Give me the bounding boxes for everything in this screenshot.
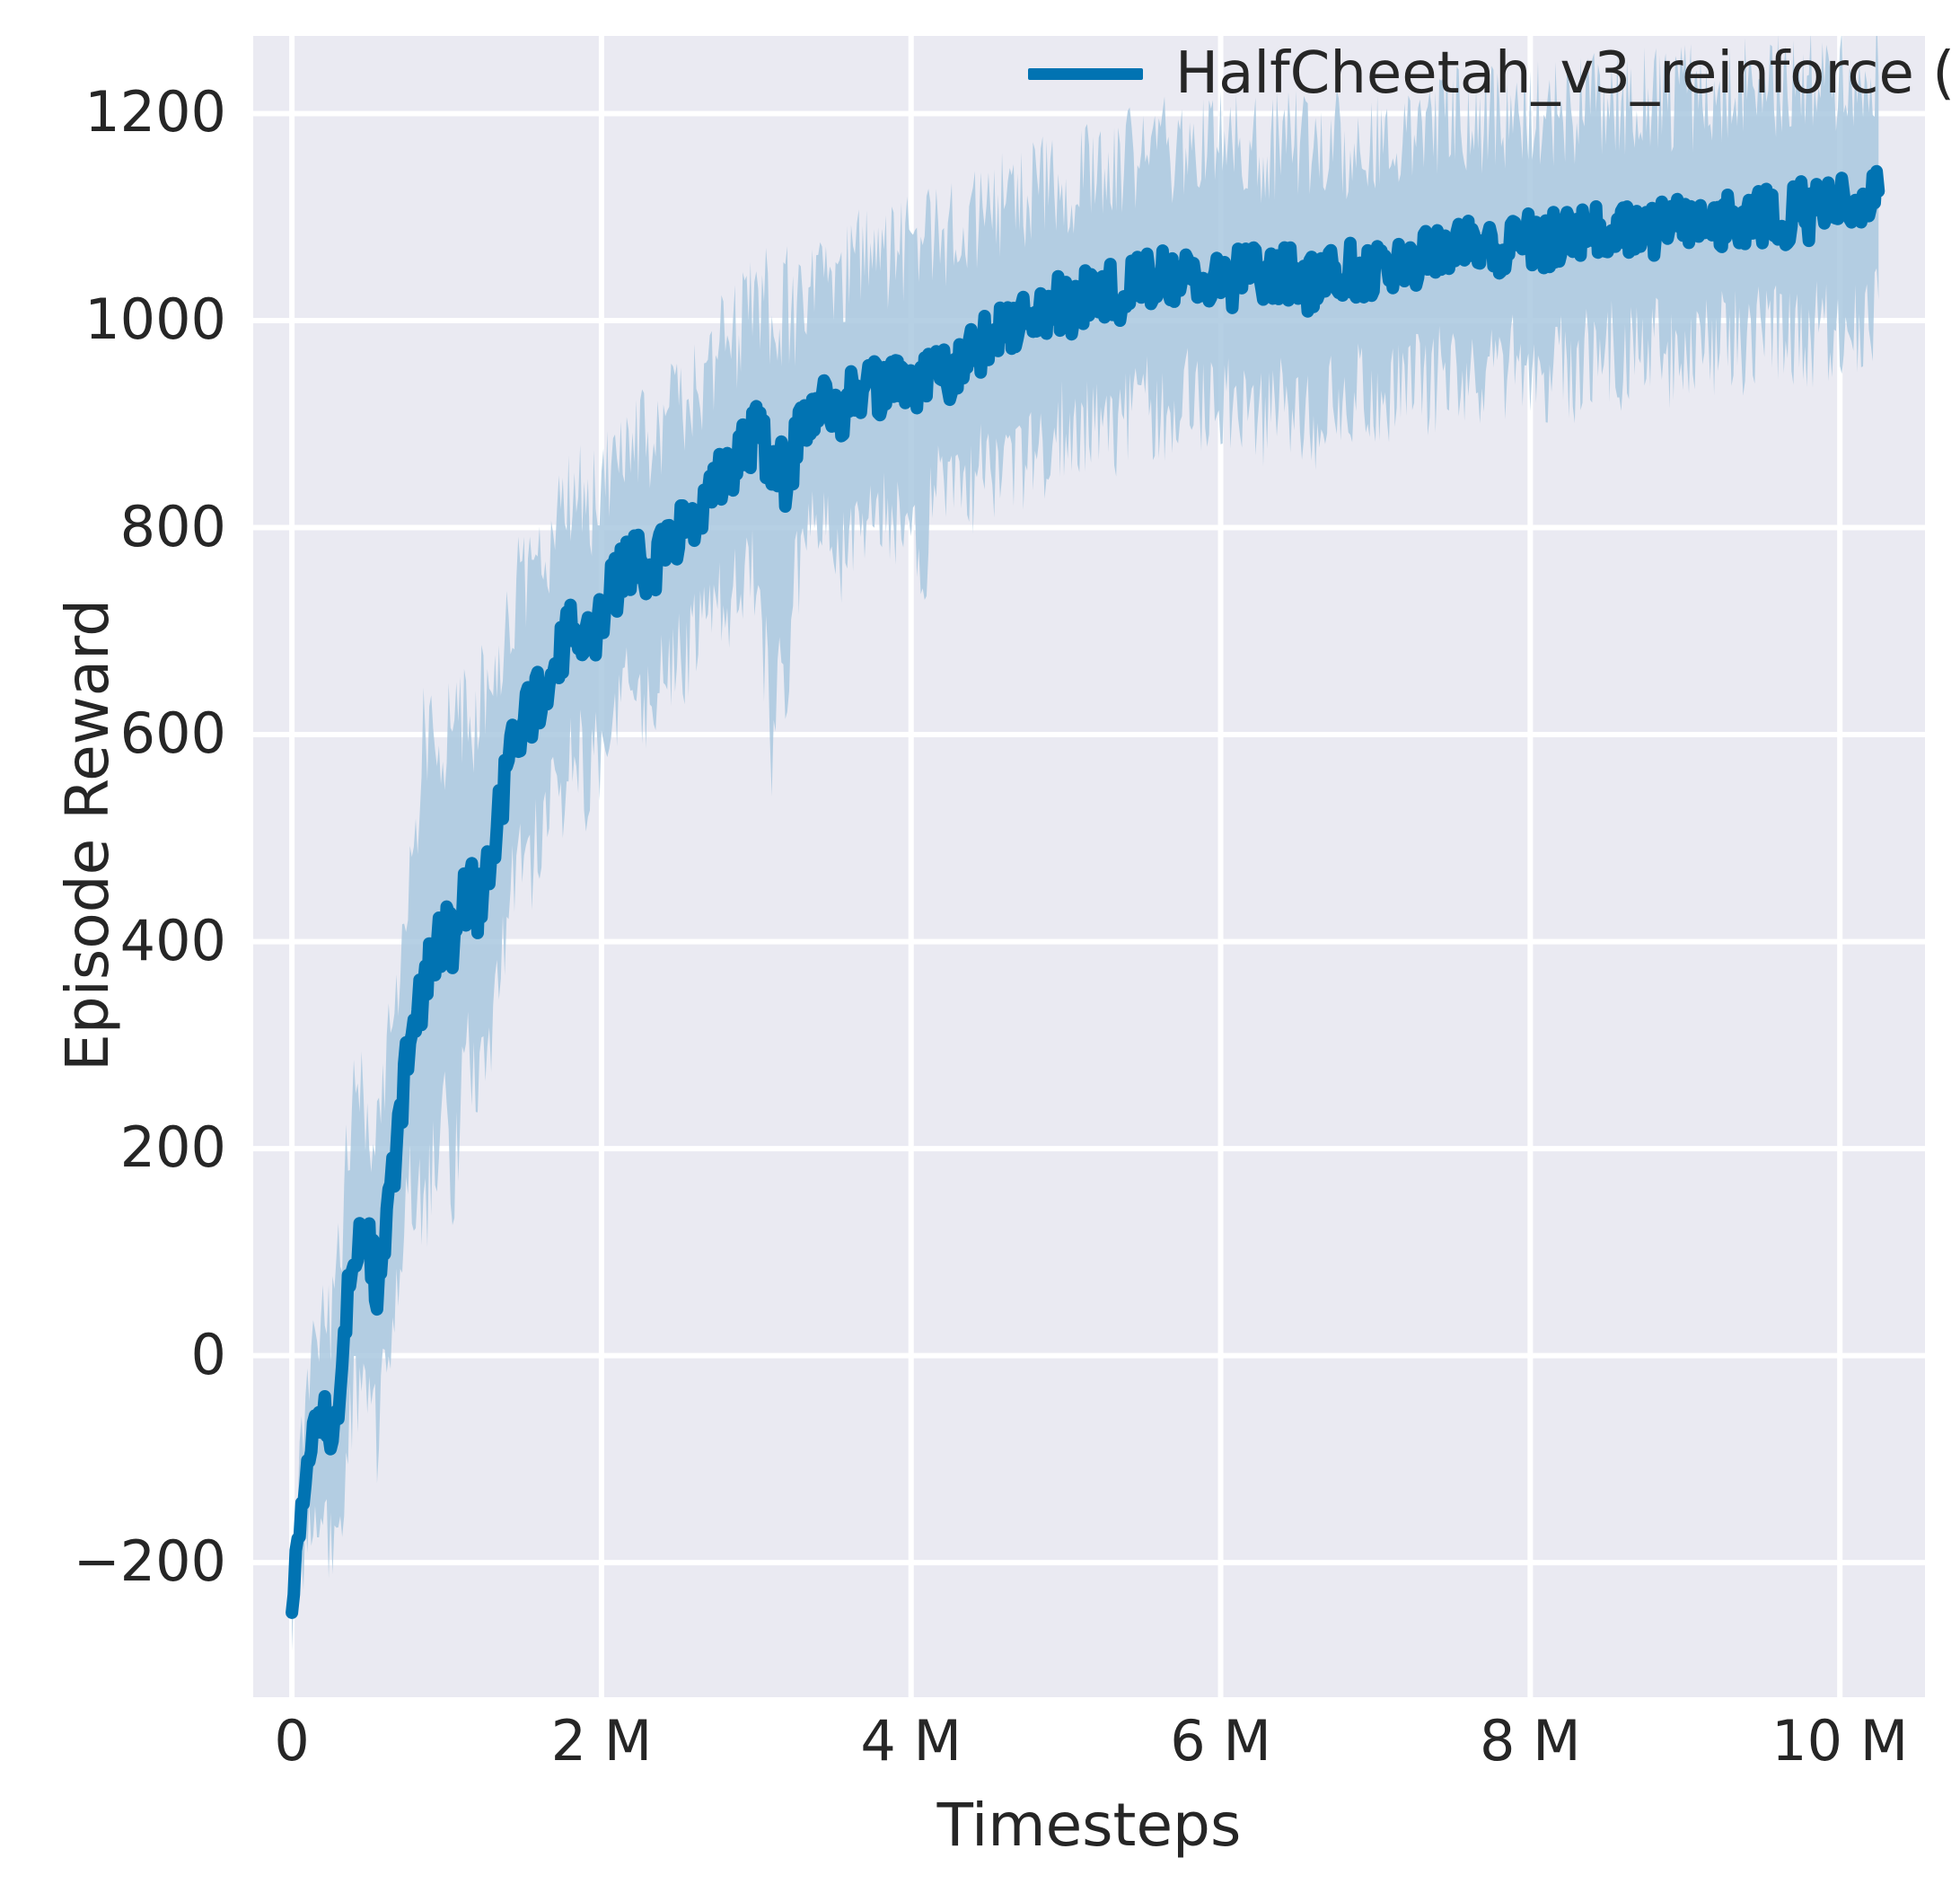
legend: HalfCheetah_v3_reinforce (10): [1028, 45, 1960, 102]
chart-svg: [253, 36, 1925, 1697]
x-axis-tick-label: 2 M: [550, 1708, 653, 1774]
legend-color-swatch: [1028, 67, 1143, 80]
x-axis-tick-label: 0: [274, 1708, 310, 1774]
y-axis-tick-label: 0: [190, 1321, 226, 1387]
x-axis-tick-label: 8 M: [1480, 1708, 1581, 1774]
y-axis-tick-label: 1000: [84, 286, 226, 352]
x-axis-tick-label: 10 M: [1771, 1708, 1909, 1774]
horizontal-gridlines: [253, 110, 1925, 1566]
y-axis-title: Episode Reward: [53, 599, 122, 1071]
y-axis-tick-label: 400: [119, 907, 226, 973]
y-axis-tick-label: 200: [119, 1114, 226, 1181]
mean-reward-line: [286, 164, 1885, 1619]
y-axis-tick-label: 800: [119, 493, 226, 559]
y-axis-tick-label: 600: [119, 700, 226, 767]
confidence-band: [292, 36, 1879, 1651]
y-axis-tick-label: −200: [73, 1528, 226, 1595]
y-axis-tick-label: 1200: [84, 79, 226, 145]
x-axis-title: Timesteps: [936, 1791, 1242, 1860]
x-axis-tick-label: 4 M: [860, 1708, 962, 1774]
legend-entry-label: HalfCheetah_v3_reinforce (10): [1175, 40, 1960, 107]
x-axis-tick-label: 6 M: [1170, 1708, 1271, 1774]
plot-area: [253, 36, 1925, 1697]
